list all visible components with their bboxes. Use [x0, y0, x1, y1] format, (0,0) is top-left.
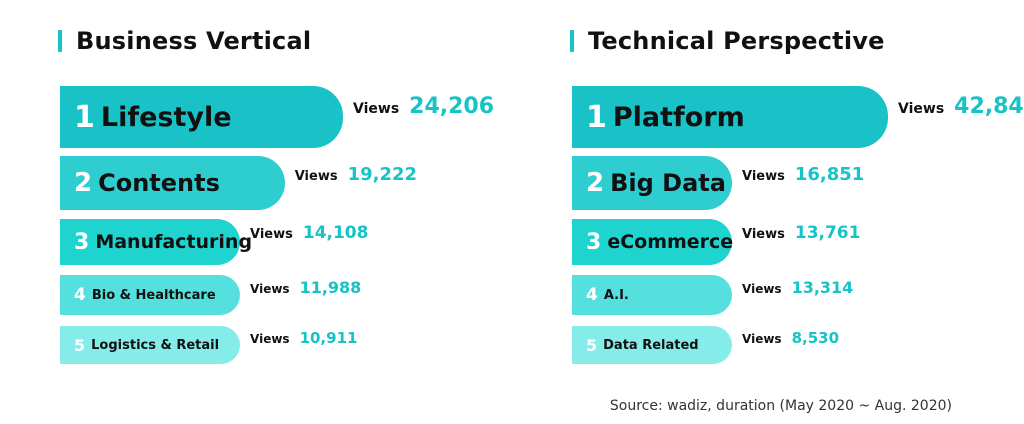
rank-row-4: 4 Bio & Healthcare Views 11,988: [60, 275, 500, 315]
rank-number: 2: [586, 168, 605, 198]
business-vertical-panel: Business Vertical 1 Lifestyle Views 24,206 2…: [58, 24, 500, 364]
views-annotation: Views 13,314: [742, 278, 853, 297]
views-value: 8,530: [791, 329, 840, 347]
bar-4: 4 Bio & Healthcare: [60, 275, 240, 315]
views-annotation: Views 11,988: [250, 278, 361, 297]
technical-perspective-panel: Technical Perspective 1 Platform Views 42,8…: [512, 0, 1024, 424]
views-value: 10,911: [299, 329, 358, 347]
views-annotation: Views 10,911: [250, 328, 357, 347]
heading-accent-bar: [570, 30, 574, 52]
bar-3: 3 eCommerce: [572, 219, 734, 265]
bar-1: 1 Lifestyle: [60, 86, 343, 148]
views-annotation: Views 14,108: [250, 223, 368, 243]
views-label: Views: [742, 169, 785, 184]
views-label: Views: [294, 169, 338, 184]
bar-5: 5 Logistics & Retail: [60, 326, 240, 364]
technical-perspective-heading: Technical Perspective: [570, 24, 885, 58]
chart-title: Business Vertical: [76, 27, 312, 55]
category-label: Data Related: [603, 337, 699, 353]
rank-number: 3: [586, 229, 602, 255]
bar-2: 2 Contents: [60, 156, 285, 210]
views-annotation: Views 16,851: [742, 164, 864, 185]
rank-number: 5: [74, 335, 86, 355]
rank-number: 2: [74, 168, 93, 198]
views-value: 11,988: [299, 278, 362, 297]
views-value: 13,761: [794, 223, 861, 243]
views-value: 24,206: [409, 94, 495, 119]
rank-number: 3: [74, 229, 90, 255]
bar-2: 2 Big Data: [572, 156, 732, 210]
views-annotation: Views 19,222: [295, 164, 417, 185]
views-label: Views: [742, 332, 782, 346]
rank-number: 1: [74, 99, 95, 135]
rank-row-5: 5 Logistics & Retail Views 10,911: [60, 326, 500, 364]
views-label: Views: [353, 101, 400, 117]
rank-number: 1: [586, 99, 607, 135]
chart-title: Technical Perspective: [588, 27, 885, 55]
views-value: 16,851: [794, 164, 865, 185]
views-label: Views: [250, 332, 290, 346]
rank-number: 5: [586, 335, 598, 355]
rank-number: 4: [586, 285, 598, 305]
business-vertical-heading: Business Vertical: [58, 24, 311, 58]
rank-row-3: 3 eCommerce Views 13,761: [572, 219, 1012, 265]
category-label: Contents: [98, 169, 220, 197]
category-label: Big Data: [610, 169, 726, 197]
rank-row-2: 2 Big Data Views 16,851: [572, 156, 1012, 210]
rank-row-1: 1 Lifestyle Views 24,206: [60, 86, 500, 148]
source-note: Source: wadiz, duration (May 2020 ~ Aug.…: [609, 398, 952, 414]
views-value: 13,314: [791, 278, 854, 297]
bar-5: 5 Data Related: [572, 326, 732, 364]
category-label: Lifestyle: [100, 101, 232, 133]
rank-row-5: 5 Data Related Views 8,530: [572, 326, 1012, 364]
rank-number: 4: [74, 285, 86, 305]
views-value: 14,108: [302, 223, 369, 243]
views-label: Views: [250, 227, 293, 242]
views-label: Views: [898, 101, 945, 117]
category-label: Manufacturing: [95, 231, 253, 253]
category-label: eCommerce: [607, 231, 734, 253]
category-label: Logistics & Retail: [91, 337, 220, 353]
bar-4: 4 A.I.: [572, 275, 732, 315]
views-value: 42,849: [954, 94, 1024, 119]
rank-row-4: 4 A.I. Views 13,314: [572, 275, 1012, 315]
views-annotation: Views 13,761: [742, 223, 860, 243]
views-annotation: Views 24,206: [353, 94, 494, 119]
heading-accent-bar: [58, 30, 62, 52]
views-value: 19,222: [347, 164, 418, 185]
category-label: A.I.: [603, 287, 629, 303]
views-label: Views: [250, 282, 290, 296]
bar-3: 3 Manufacturing: [60, 219, 252, 265]
views-annotation: Views 8,530: [742, 328, 839, 347]
rank-row-2: 2 Contents Views 19,222: [60, 156, 500, 210]
bar-1: 1 Platform: [572, 86, 888, 148]
views-annotation: Views 42,849: [898, 94, 1024, 119]
category-label: Bio & Healthcare: [91, 287, 216, 303]
views-label: Views: [742, 282, 782, 296]
category-label: Platform: [612, 101, 745, 133]
views-label: Views: [742, 227, 785, 242]
rank-row-3: 3 Manufacturing Views 14,108: [60, 219, 500, 265]
